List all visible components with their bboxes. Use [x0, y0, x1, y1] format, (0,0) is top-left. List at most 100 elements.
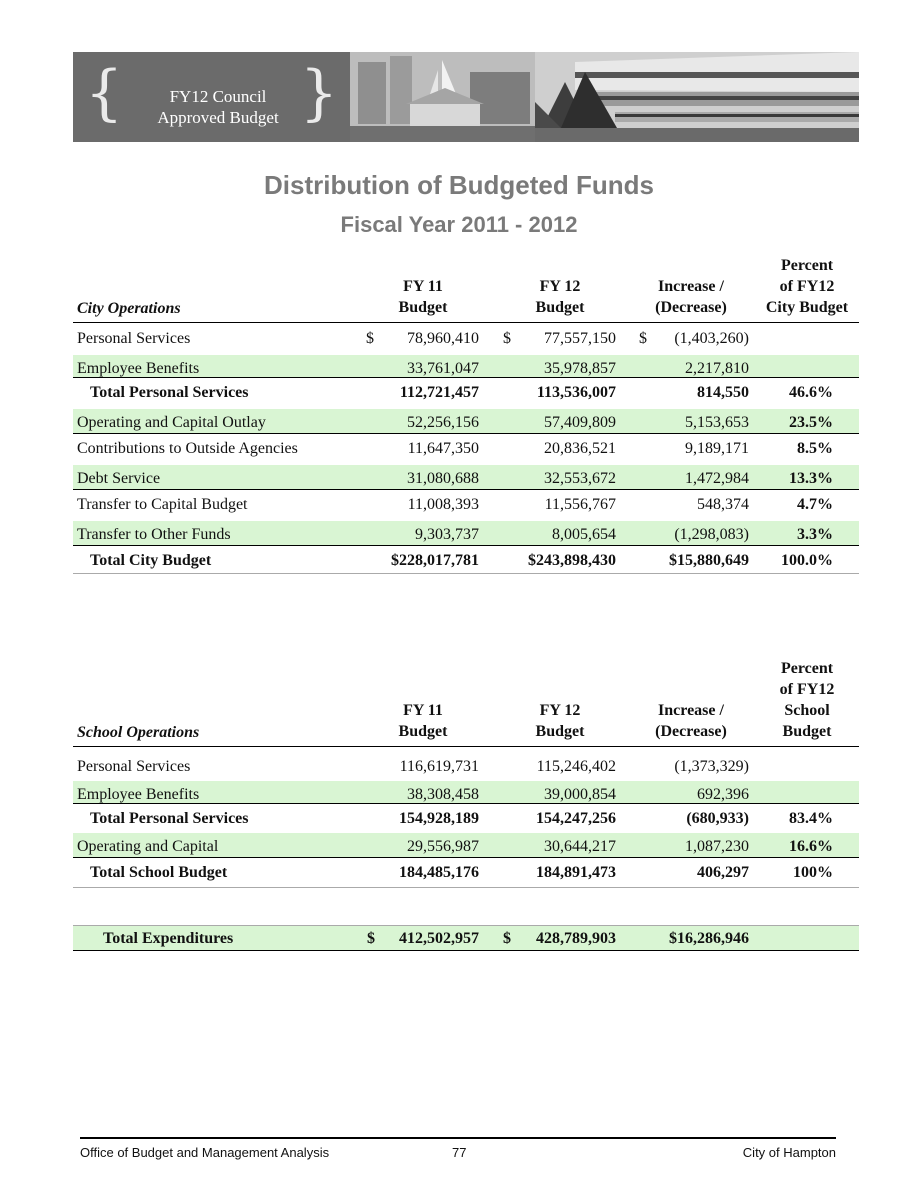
change-value: (1,373,329)	[674, 758, 749, 775]
fy11-value: 52,256,156	[407, 414, 479, 431]
percent-value: 3.3%	[797, 526, 833, 543]
banner-label-box: { FY12 Council Approved Budget }	[73, 52, 350, 142]
fy11-value: 78,960,410	[407, 330, 479, 347]
percent-value: 23.5%	[789, 414, 833, 431]
fy11-value: 116,619,731	[399, 758, 479, 775]
percent-value: 100%	[793, 864, 833, 881]
banner-line-2: Approved Budget	[157, 108, 279, 127]
grand-total-top-rule	[73, 925, 859, 926]
row-label: Transfer to Other Funds	[77, 526, 231, 543]
school-header-rule	[73, 746, 859, 747]
percent-value: 46.6%	[789, 384, 833, 401]
fy12-value: 11,556,767	[544, 496, 616, 513]
change-value: (1,403,260)	[674, 330, 749, 347]
footer-page-number: 77	[452, 1145, 467, 1160]
grand-total-fy11: 412,502,957	[399, 930, 479, 947]
row-label: Total Personal Services	[90, 384, 249, 401]
harbor-photo	[350, 52, 535, 142]
building-photo	[535, 52, 859, 142]
table-row: Personal Services 116,619,731 115,246,402 (…	[73, 753, 859, 779]
school-header-fy12: FY 12 Budget	[535, 702, 585, 740]
row-label: Total City Budget	[90, 552, 212, 569]
row-label: Contributions to Outside Agencies	[77, 440, 298, 457]
change-value: (680,933)	[686, 810, 749, 827]
table-row: Contributions to Outside Agencies 11,647,…	[73, 435, 859, 463]
dollar-sign: $	[366, 330, 374, 347]
fy12-value: 20,836,521	[544, 440, 616, 457]
header-percent: Percent of FY12 City Budget	[765, 257, 849, 316]
change-value: 2,217,810	[685, 360, 749, 377]
banner-line-1: FY12 Council	[169, 87, 267, 106]
table-row: Transfer to Other Funds 9,303,737 8,005,65…	[73, 521, 859, 546]
fy11-value: 184,485,176	[399, 864, 479, 881]
table-row: Operating and Capital Outlay 52,256,156 57…	[73, 409, 859, 434]
harbor-photo-icon	[350, 52, 535, 142]
header-change: Increase / (Decrease)	[655, 278, 727, 316]
fy11-value: 29,556,987	[407, 838, 479, 855]
table-row: Total Personal Services 112,721,457 113,53…	[73, 379, 859, 407]
fy11-value: 11,647,350	[407, 440, 479, 457]
grand-total-dollar-2: $	[503, 930, 511, 947]
fy12-value: 154,247,256	[536, 810, 616, 827]
percent-value: 16.6%	[789, 838, 833, 855]
table-row: Employee Benefits 33,761,047 35,978,857 2,2…	[73, 355, 859, 378]
footer-city: City of Hampton	[742, 1145, 836, 1160]
percent-value: 83.4%	[789, 810, 833, 827]
city-table-header: City Operations FY 11 Budget FY 12 Budget …	[73, 255, 859, 323]
change-value: $15,880,649	[669, 552, 749, 569]
city-operations-caption: City Operations	[77, 300, 181, 317]
fy11-value: 112,721,457	[399, 384, 479, 401]
fy12-value: 77,557,150	[544, 330, 616, 347]
change-value: 5,153,653	[685, 414, 749, 431]
change-value: 1,472,984	[685, 470, 749, 487]
footer-office: Office of Budget and Management Analysis	[80, 1145, 330, 1160]
grand-total-label: Total Expenditures	[103, 930, 234, 947]
page-title: Distribution of Budgeted Funds	[264, 170, 654, 200]
percent-value: 100.0%	[781, 552, 833, 569]
change-value: (1,298,083)	[674, 526, 749, 543]
change-value: 692,396	[697, 786, 749, 803]
city-operations-table: City Operations FY 11 Budget FY 12 Budget …	[73, 255, 859, 574]
table-row: Total City Budget $228,017,781 $243,898,43…	[73, 547, 859, 574]
row-label: Operating and Capital Outlay	[77, 414, 266, 431]
header-banner: { FY12 Council Approved Budget }	[73, 52, 859, 142]
row-label: Personal Services	[77, 330, 191, 347]
table-row: Transfer to Capital Budget 11,008,393 11,5…	[73, 491, 859, 519]
table-row: Debt Service 31,080,688 32,553,672 1,472,98…	[73, 465, 859, 490]
fy12-value: 32,553,672	[544, 470, 616, 487]
header-fy11: FY 11 Budget	[398, 278, 448, 316]
dollar-sign: $	[503, 330, 511, 347]
banner-title: FY12 Council Approved Budget	[143, 86, 293, 128]
change-value: 9,189,171	[685, 440, 749, 457]
change-value: 548,374	[697, 496, 749, 513]
fy11-value: 11,008,393	[407, 496, 479, 513]
grand-total-change: $16,286,946	[669, 930, 749, 947]
page-subtitle: Fiscal Year 2011 - 2012	[340, 212, 578, 237]
fy12-value: 8,005,654	[552, 526, 616, 543]
fy12-value: 57,409,809	[544, 414, 616, 431]
table-row: Total Personal Services 154,928,189 154,24…	[73, 805, 859, 831]
row-label: Personal Services	[77, 758, 191, 775]
row-label: Total Personal Services	[90, 810, 249, 827]
row-label: Employee Benefits	[77, 786, 200, 803]
right-brace-icon: }	[299, 58, 338, 128]
grand-total-dollar-1: $	[367, 930, 375, 947]
page-footer: Office of Budget and Management Analysis…	[80, 1137, 836, 1160]
fy12-value: $243,898,430	[528, 552, 616, 569]
row-label: Employee Benefits	[77, 360, 200, 377]
left-brace-icon: {	[85, 58, 124, 128]
percent-value: 8.5%	[797, 440, 833, 457]
fy12-value: 30,644,217	[544, 838, 616, 855]
building-photo-icon	[535, 52, 859, 142]
school-operations-table: School Operations FY 11 Budget FY 12 Budge…	[73, 658, 859, 888]
row-label: Operating and Capital	[77, 838, 219, 855]
grand-total-table: Total Expenditures $ 412,502,957 $ 428,7…	[73, 925, 859, 951]
school-table-header: School Operations FY 11 Budget FY 12 Budge…	[73, 658, 859, 746]
row-label: Debt Service	[77, 470, 161, 487]
percent-value: 13.3%	[789, 470, 833, 487]
fy11-value: 31,080,688	[407, 470, 479, 487]
fy12-value: 184,891,473	[536, 864, 616, 881]
fy11-value: 154,928,189	[399, 810, 479, 827]
fy12-value: 39,000,854	[544, 786, 616, 803]
fy11-value: 38,308,458	[407, 786, 479, 803]
